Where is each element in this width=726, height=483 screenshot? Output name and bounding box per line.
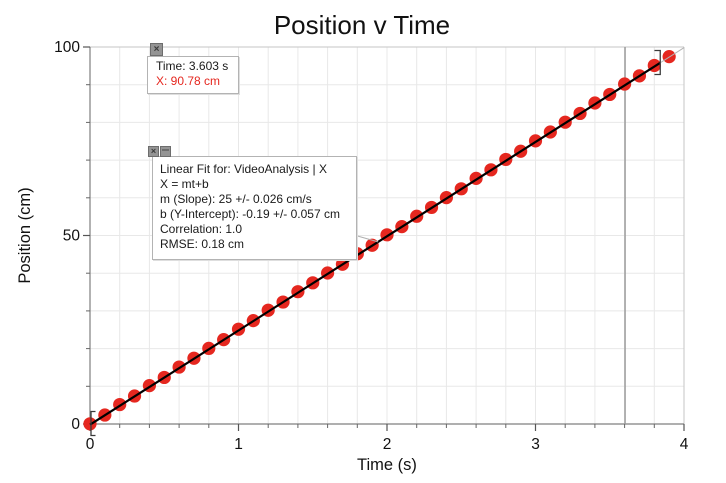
fit-rmse: RMSE: 0.18 cm: [160, 237, 245, 251]
x-axis-label: Time (s): [357, 456, 417, 474]
x-tick-label: 3: [531, 436, 540, 453]
examine-position-value: X: 90.78 cm: [156, 74, 221, 88]
chart-title: Position v Time: [274, 10, 450, 40]
fit-slope: m (Slope): 25 +/- 0.026 cm/s: [160, 192, 312, 206]
x-tick-label: 1: [234, 436, 243, 453]
fit-range-bracket-right[interactable]: [654, 49, 661, 76]
fit-intercept: b (Y-Intercept): -0.19 +/- 0.057 cm: [160, 207, 340, 221]
fit-range-bracket-left[interactable]: [90, 410, 96, 437]
y-axis-label: Position (cm): [16, 187, 34, 283]
x-tick-label: 0: [86, 436, 95, 453]
x-tick-label: 2: [383, 436, 392, 453]
examine-time-value: Time: 3.603 s: [156, 59, 229, 73]
linear-fit-box[interactable]: × Linear Fit for: VideoAnalysis | X X = …: [148, 146, 357, 260]
y-tick-label: 0: [71, 416, 80, 433]
fit-equation: X = mt+b: [160, 177, 209, 191]
fit-line: [89, 61, 661, 426]
close-icon[interactable]: ×: [148, 146, 159, 157]
fit-box-title: Linear Fit for: VideoAnalysis | X: [160, 162, 327, 176]
minimize-icon[interactable]: [160, 146, 171, 157]
close-icon[interactable]: ×: [150, 43, 163, 56]
x-tick-label: 4: [680, 436, 689, 453]
y-tick-label: 50: [63, 228, 81, 245]
examine-box[interactable]: × Time: 3.603 s X: 90.78 cm: [147, 43, 239, 94]
fit-correlation: Correlation: 1.0: [160, 222, 243, 236]
y-tick-label: 100: [54, 39, 80, 56]
minimize-bar: [162, 149, 169, 151]
